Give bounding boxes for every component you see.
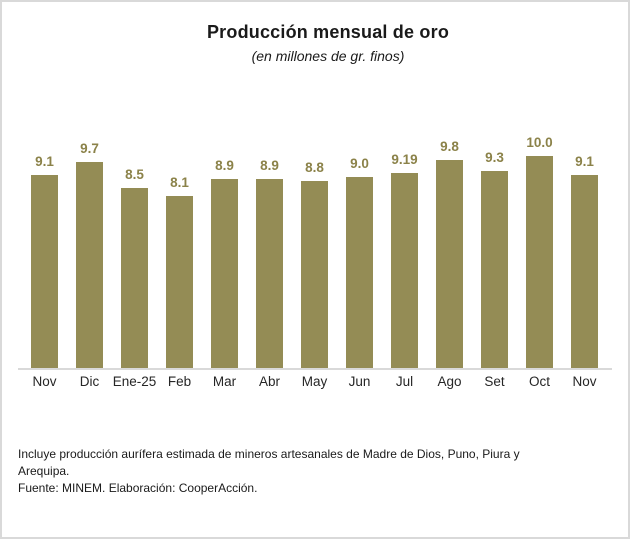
bar [481, 171, 508, 368]
bar [301, 181, 328, 368]
plot-area: 9.1 9.7 8.5 8.1 8.9 8.9 8.8 9.0 9.19 9.8 9.3 10.0 9.… [2, 100, 628, 368]
x-axis-labels: Nov Dic Ene-25 Feb Mar Abr May Jun Jul Ago Set Oct N… [22, 374, 607, 389]
chart-header: Producción mensual de oro (en millones d… [2, 22, 628, 64]
x-axis-tick-label: Jul [395, 374, 414, 389]
bar [526, 156, 553, 368]
bar-value-label: 9.8 [440, 139, 459, 154]
bar [571, 175, 598, 368]
bar-value-label: 9.19 [391, 152, 418, 167]
x-axis-tick-label: Set [484, 374, 505, 389]
bar-group: 9.8 [427, 139, 472, 368]
bar-value-label: 9.1 [575, 154, 594, 169]
bar-group: 8.5 [112, 167, 157, 368]
bar-group: 8.9 [247, 158, 292, 368]
x-axis-tick-label: Abr [258, 374, 280, 389]
bar [76, 162, 103, 368]
x-axis-tick-label: May [301, 374, 328, 389]
bar-group: 9.7 [67, 141, 112, 368]
bar-value-label: 8.9 [215, 158, 234, 173]
bar-value-label: 9.7 [80, 141, 99, 156]
x-axis-tick-label: Mar [212, 374, 237, 389]
bar [391, 173, 418, 368]
bar [166, 196, 193, 368]
chart-subtitle: (en millones de gr. finos) [251, 48, 405, 64]
bar-value-label: 8.9 [260, 158, 279, 173]
footnote-line: Fuente: MINEM. Elaboración: CooperAcción… [18, 481, 258, 495]
x-axis-tick-label: Nov [32, 374, 57, 389]
bars-row: 9.1 9.7 8.5 8.1 8.9 8.9 8.8 9.0 9.19 9.8 9.3 10.0 9.… [22, 100, 607, 368]
x-axis-tick-label: Ene-25 [112, 374, 157, 389]
x-axis-line [18, 368, 612, 370]
bar [121, 188, 148, 368]
bar-value-label: 9.0 [350, 156, 369, 171]
bar-group: 8.1 [157, 175, 202, 368]
bar-value-label: 9.3 [485, 150, 504, 165]
bar-group: 9.19 [382, 152, 427, 368]
bar-group: 9.3 [472, 150, 517, 368]
bar [346, 177, 373, 368]
bar-group: 9.1 [22, 154, 67, 368]
bar-group: 8.8 [292, 160, 337, 368]
footnote-line: Arequipa. [18, 464, 70, 478]
x-axis-tick-label: Feb [167, 374, 192, 389]
bar-value-label: 9.1 [35, 154, 54, 169]
bar [256, 179, 283, 368]
bar-value-label: 10.0 [526, 135, 553, 150]
bar [211, 179, 238, 368]
bar-value-label: 8.1 [170, 175, 189, 190]
bar-group: 9.1 [562, 154, 607, 368]
bar [31, 175, 58, 368]
x-axis-tick-label: Ago [437, 374, 462, 389]
bar-group: 10.0 [517, 135, 562, 368]
x-axis-tick-label: Dic [79, 374, 100, 389]
bar [436, 160, 463, 368]
footnote-line: Incluye producción aurífera estimada de … [18, 447, 520, 461]
bar-value-label: 8.5 [125, 167, 144, 182]
bar-group: 9.0 [337, 156, 382, 368]
footnote: Incluye producción aurífera estimada de … [18, 446, 578, 497]
bar-value-label: 8.8 [305, 160, 324, 175]
x-axis-tick-label: Oct [528, 374, 550, 389]
x-axis-tick-label: Nov [572, 374, 597, 389]
chart-title: Producción mensual de oro [206, 22, 450, 42]
bar-group: 8.9 [202, 158, 247, 368]
x-axis-tick-label: Jun [348, 374, 371, 389]
